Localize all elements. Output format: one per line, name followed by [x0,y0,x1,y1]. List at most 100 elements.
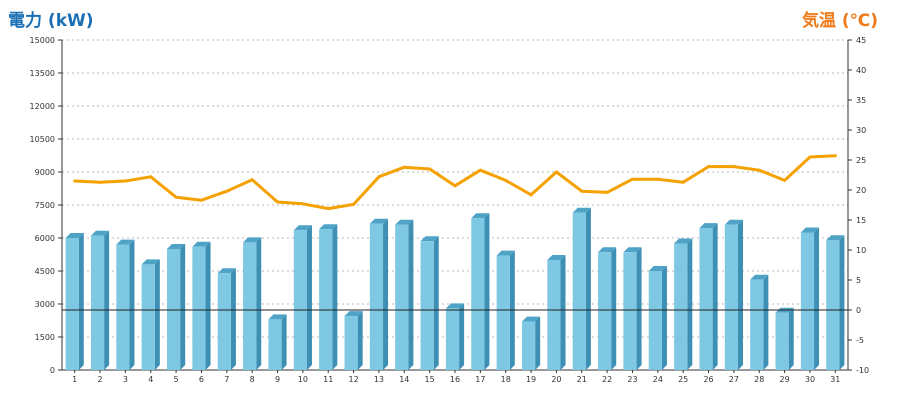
left-axis-title: 電力 (kW) [8,11,94,31]
bar-top [623,247,642,253]
line-point [504,178,508,182]
bar [319,229,333,370]
bar-side [560,255,566,370]
bar [775,312,789,370]
right-axis-tick-label: 40 [856,66,866,75]
bar-side [459,303,465,370]
right-axis-tick-label: 45 [856,36,866,45]
bar-side [357,311,363,370]
bar-side [154,259,160,370]
line-point [73,179,77,183]
bar-top [547,255,566,260]
bar-top [674,238,693,244]
bar-side [839,235,845,370]
line-point [681,180,685,184]
line-point [428,167,432,171]
x-axis-tick-label: 6 [199,375,204,384]
bar [369,223,384,370]
bar-top [724,219,743,225]
right-axis-tick-label: 15 [856,216,866,225]
x-axis-tick-label: 30 [805,375,815,384]
x-axis-tick-label: 7 [224,375,229,384]
bar [699,228,713,370]
bar-side [814,227,820,370]
bar-side [687,238,693,370]
line-point [630,177,634,181]
bar [217,273,231,370]
x-axis-tick-label: 21 [577,375,587,384]
line-point [377,175,381,179]
left-axis-tick-label: 3000 [35,300,55,309]
bar-top [572,207,591,213]
right-axis-title: 気温 (℃) [801,11,878,31]
bar [648,271,662,370]
left-axis-tick-label: 12000 [30,102,55,111]
bar-top [243,237,262,243]
line-point [554,170,558,174]
line-point [276,200,280,204]
bar-top [293,225,312,231]
x-axis-tick-label: 12 [348,375,358,384]
line-point [352,202,356,206]
line-point [123,179,127,183]
line-point [250,178,254,182]
bar [268,319,282,370]
bar-side [433,236,439,370]
bar-side [763,274,769,370]
bar-top [598,247,617,253]
bar-side [712,223,718,370]
right-axis-tick-label: -5 [856,336,864,345]
bar [192,246,206,370]
x-axis-tick-label: 22 [602,375,612,384]
line-point [478,168,482,172]
x-axis-tick-label: 18 [501,375,511,384]
series-line [74,154,836,211]
bar-side [332,224,338,370]
x-axis-tick-label: 9 [275,375,280,384]
x-axis-tick-label: 28 [754,375,764,384]
bar-side [535,316,541,370]
bar-top [471,213,490,219]
bar [395,224,409,370]
bar [471,218,485,370]
bar [141,264,155,370]
bar [243,242,257,370]
right-axis-tick-label: -10 [856,366,869,375]
bar-side [281,314,287,370]
bar-top [445,303,465,309]
line-point [98,180,102,184]
x-axis-tick-label: 19 [526,375,536,384]
x-axis-tick-label: 31 [830,375,840,384]
bar [623,252,637,370]
bar-top [344,311,363,317]
bar-side [306,225,312,370]
line-point [529,193,533,197]
bar-top [167,244,186,249]
right-axis-tick-label: 35 [856,96,866,105]
bar [116,244,130,370]
x-axis-tick-label: 13 [374,375,384,384]
x-axis-tick-label: 29 [780,375,790,384]
bar [65,238,79,370]
bar-top [648,266,667,271]
bar-top [395,219,414,225]
line-point [402,165,406,169]
bar-top [192,241,211,247]
left-axis-tick-label: 15000 [30,36,55,45]
line-point [326,207,330,211]
bar [90,235,105,370]
bar [724,224,738,370]
bar [800,232,815,370]
bar-side [636,247,642,370]
bar-side [484,213,490,370]
bar-top [90,230,110,236]
bar-side [788,307,794,370]
line-point [757,168,761,172]
line-point [453,184,457,188]
x-axis-tick-label: 8 [250,375,255,384]
line-point [580,189,584,193]
bar-top [826,235,845,241]
bar-top [800,227,820,233]
x-axis-tick-label: 26 [703,375,713,384]
